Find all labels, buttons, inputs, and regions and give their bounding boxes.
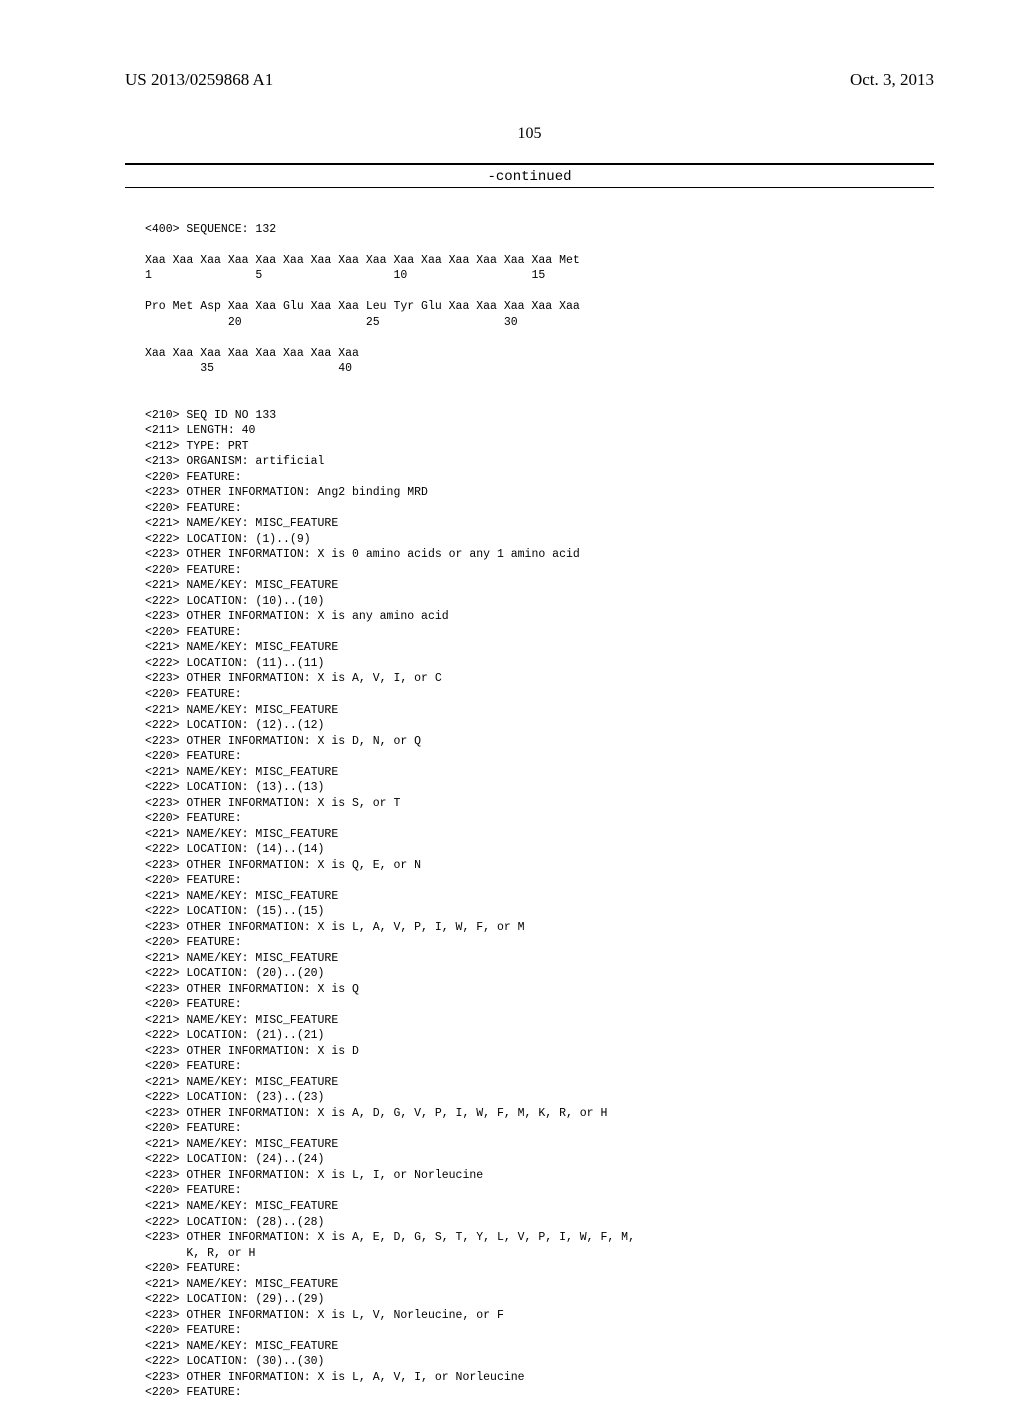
seq-line: <222> LOCATION: (1)..(9) <box>145 533 311 546</box>
seq-line: <220> FEATURE: <box>145 502 242 515</box>
seq-line: <220> FEATURE: <box>145 471 242 484</box>
seq-line: <221> NAME/KEY: MISC_FEATURE <box>145 704 338 717</box>
sequence-listing: <400> SEQUENCE: 132 Xaa Xaa Xaa Xaa Xaa … <box>125 206 934 1401</box>
seq-line: <223> OTHER INFORMATION: X is any amino … <box>145 610 449 623</box>
seq-line: K, R, or H <box>145 1247 255 1260</box>
seq-line: <223> OTHER INFORMATION: Ang2 binding MR… <box>145 486 428 499</box>
seq-line: <223> OTHER INFORMATION: X is D <box>145 1045 359 1058</box>
seq-line: <400> SEQUENCE: 132 <box>145 223 276 236</box>
seq-line: <220> FEATURE: <box>145 626 242 639</box>
seq-line: <222> LOCATION: (11)..(11) <box>145 657 324 670</box>
seq-line: <221> NAME/KEY: MISC_FEATURE <box>145 1200 338 1213</box>
seq-line: <221> NAME/KEY: MISC_FEATURE <box>145 1138 338 1151</box>
seq-line: <221> NAME/KEY: MISC_FEATURE <box>145 766 338 779</box>
seq-line: <222> LOCATION: (15)..(15) <box>145 905 324 918</box>
seq-line: <221> NAME/KEY: MISC_FEATURE <box>145 641 338 654</box>
seq-line: <222> LOCATION: (23)..(23) <box>145 1091 324 1104</box>
seq-line: <220> FEATURE: <box>145 1184 242 1197</box>
seq-line: <220> FEATURE: <box>145 564 242 577</box>
seq-line: <223> OTHER INFORMATION: X is L, A, V, P… <box>145 921 525 934</box>
seq-line: Xaa Xaa Xaa Xaa Xaa Xaa Xaa Xaa <box>145 347 359 360</box>
seq-line: <221> NAME/KEY: MISC_FEATURE <box>145 1014 338 1027</box>
publication-number: US 2013/0259868 A1 <box>125 70 273 90</box>
seq-line: <223> OTHER INFORMATION: X is L, I, or N… <box>145 1169 483 1182</box>
seq-line: <212> TYPE: PRT <box>145 440 249 453</box>
seq-line: <220> FEATURE: <box>145 936 242 949</box>
seq-line: <220> FEATURE: <box>145 1060 242 1073</box>
seq-line: <220> FEATURE: <box>145 1122 242 1135</box>
seq-line: <222> LOCATION: (30)..(30) <box>145 1355 324 1368</box>
seq-line: 1 5 10 15 <box>145 269 545 282</box>
seq-line: <220> FEATURE: <box>145 750 242 763</box>
seq-line: <223> OTHER INFORMATION: X is A, V, I, o… <box>145 672 442 685</box>
seq-line: <221> NAME/KEY: MISC_FEATURE <box>145 517 338 530</box>
seq-line: <221> NAME/KEY: MISC_FEATURE <box>145 1076 338 1089</box>
seq-line: <222> LOCATION: (13)..(13) <box>145 781 324 794</box>
seq-line: 35 40 <box>145 362 352 375</box>
seq-line: <221> NAME/KEY: MISC_FEATURE <box>145 828 338 841</box>
seq-line: <213> ORGANISM: artificial <box>145 455 324 468</box>
seq-line: <221> NAME/KEY: MISC_FEATURE <box>145 579 338 592</box>
seq-line: <223> OTHER INFORMATION: X is Q <box>145 983 359 996</box>
seq-line: <223> OTHER INFORMATION: X is L, A, V, I… <box>145 1371 525 1384</box>
seq-line: <223> OTHER INFORMATION: X is D, N, or Q <box>145 735 421 748</box>
seq-line: <223> OTHER INFORMATION: X is A, D, G, V… <box>145 1107 607 1120</box>
seq-line: 20 25 30 <box>145 316 518 329</box>
seq-line: <220> FEATURE: <box>145 998 242 1011</box>
seq-line: <222> LOCATION: (20)..(20) <box>145 967 324 980</box>
seq-line: <223> OTHER INFORMATION: X is Q, E, or N <box>145 859 421 872</box>
seq-line: <223> OTHER INFORMATION: X is A, E, D, G… <box>145 1231 635 1244</box>
seq-line: <220> FEATURE: <box>145 1386 242 1399</box>
publication-date: Oct. 3, 2013 <box>850 70 934 90</box>
seq-line: <221> NAME/KEY: MISC_FEATURE <box>145 890 338 903</box>
seq-line: <222> LOCATION: (24)..(24) <box>145 1153 324 1166</box>
page-number: 105 <box>125 125 934 143</box>
seq-line: <210> SEQ ID NO 133 <box>145 409 276 422</box>
continued-label: -continued <box>125 163 934 188</box>
seq-line: <222> LOCATION: (29)..(29) <box>145 1293 324 1306</box>
seq-line: <220> FEATURE: <box>145 812 242 825</box>
seq-line: <220> FEATURE: <box>145 1262 242 1275</box>
seq-line: <211> LENGTH: 40 <box>145 424 255 437</box>
seq-line: <223> OTHER INFORMATION: X is 0 amino ac… <box>145 548 580 561</box>
seq-line: <221> NAME/KEY: MISC_FEATURE <box>145 1340 338 1353</box>
seq-line: <220> FEATURE: <box>145 1324 242 1337</box>
seq-line: <222> LOCATION: (21)..(21) <box>145 1029 324 1042</box>
seq-line: Xaa Xaa Xaa Xaa Xaa Xaa Xaa Xaa Xaa Xaa … <box>145 254 580 267</box>
page-header: US 2013/0259868 A1 Oct. 3, 2013 <box>125 70 934 90</box>
seq-line: <222> LOCATION: (28)..(28) <box>145 1216 324 1229</box>
seq-line: <220> FEATURE: <box>145 874 242 887</box>
seq-line: <222> LOCATION: (10)..(10) <box>145 595 324 608</box>
seq-line: <221> NAME/KEY: MISC_FEATURE <box>145 1278 338 1291</box>
seq-line: <223> OTHER INFORMATION: X is S, or T <box>145 797 400 810</box>
page-container: US 2013/0259868 A1 Oct. 3, 2013 105 -con… <box>0 0 1024 1401</box>
seq-line: <221> NAME/KEY: MISC_FEATURE <box>145 952 338 965</box>
seq-line: <220> FEATURE: <box>145 688 242 701</box>
seq-line: <222> LOCATION: (14)..(14) <box>145 843 324 856</box>
seq-line: <222> LOCATION: (12)..(12) <box>145 719 324 732</box>
seq-line: Pro Met Asp Xaa Xaa Glu Xaa Xaa Leu Tyr … <box>145 300 580 313</box>
